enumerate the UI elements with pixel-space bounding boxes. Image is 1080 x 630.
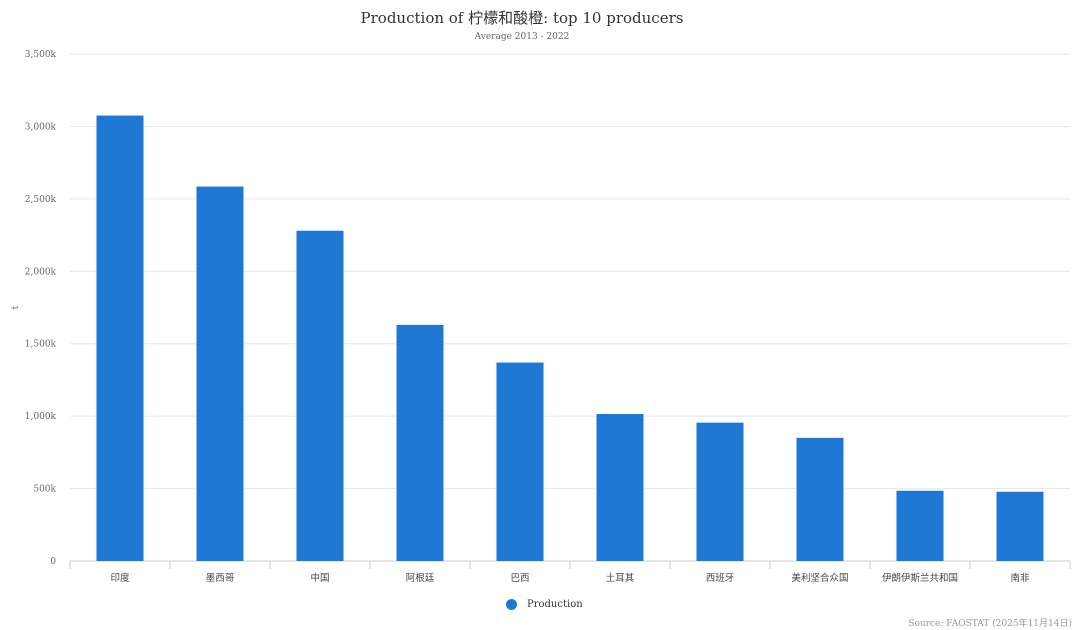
bar[interactable]	[196, 186, 244, 561]
y-tick-label: 500k	[33, 485, 56, 495]
legend-marker	[506, 599, 517, 610]
y-tick-label: 1,500k	[25, 340, 57, 350]
x-tick-label: 土耳其	[606, 572, 635, 584]
x-tick-label: 西班牙	[706, 572, 735, 584]
y-tick-label: 0	[50, 557, 56, 567]
x-tick-label: 阿根廷	[406, 572, 435, 584]
x-tick-label: 南非	[1010, 572, 1030, 584]
y-axis-label: t	[11, 305, 21, 309]
bar[interactable]	[996, 491, 1044, 561]
y-tick-label: 1,000k	[25, 412, 57, 422]
x-tick-label: 伊朗伊斯兰共和国	[882, 572, 958, 584]
bar[interactable]	[596, 413, 644, 561]
y-tick-label: 2,000k	[25, 267, 57, 277]
chart-title: Production of 柠檬和酸橙: top 10 producers	[360, 9, 684, 27]
x-tick-label: 美利坚合众国	[791, 572, 848, 584]
legend-label: Production	[527, 599, 583, 610]
bar[interactable]	[396, 324, 444, 561]
chart-subtitle: Average 2013 - 2022	[474, 32, 570, 42]
x-tick-label: 墨西哥	[206, 573, 235, 584]
y-tick-label: 3,000k	[25, 122, 57, 132]
source-note: Source: FAOSTAT (2025年11月14日)	[908, 619, 1072, 629]
x-tick-label: 巴西	[510, 573, 529, 584]
bar[interactable]	[96, 115, 144, 562]
y-tick-label: 2,500k	[25, 195, 57, 205]
bar[interactable]	[296, 230, 344, 561]
legend[interactable]: Production	[506, 599, 583, 610]
x-tick-label: 中国	[310, 572, 329, 584]
y-tick-label: 3,500k	[25, 50, 57, 60]
bar[interactable]	[696, 422, 744, 561]
bar[interactable]	[796, 437, 844, 561]
bar[interactable]	[496, 362, 544, 561]
bar[interactable]	[896, 490, 944, 561]
x-tick-label: 印度	[110, 572, 130, 584]
